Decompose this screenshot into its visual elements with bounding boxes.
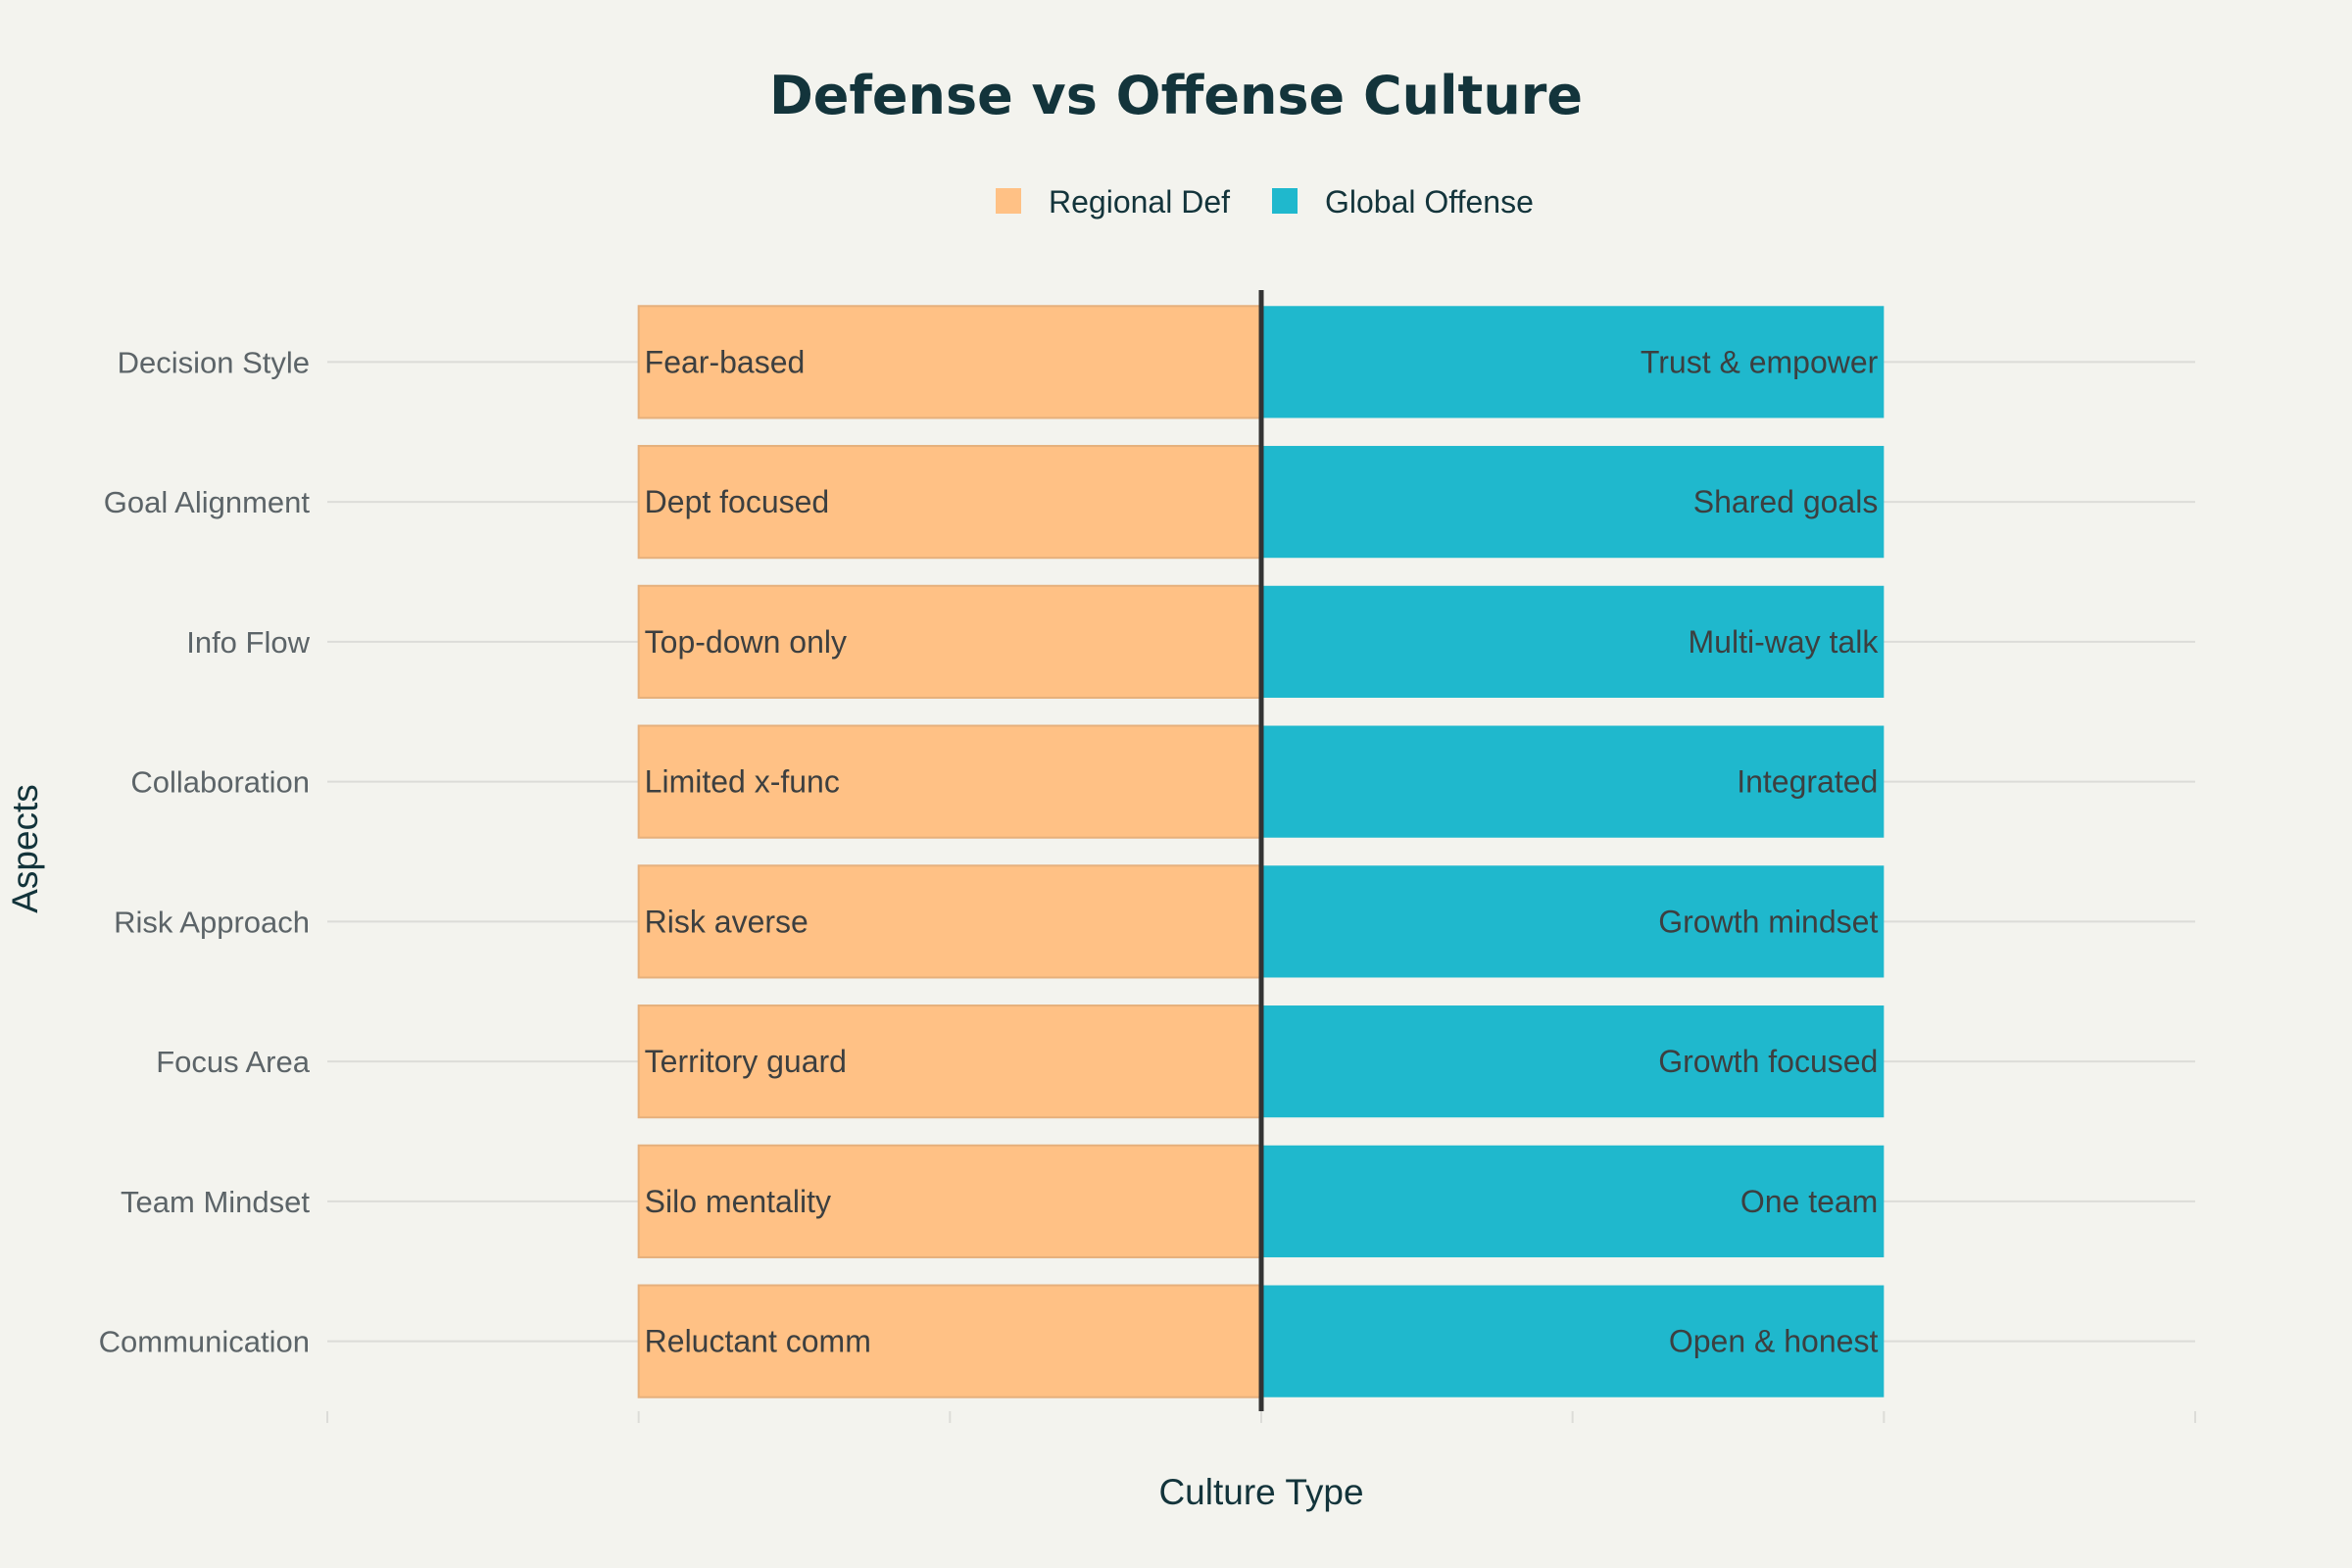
bar-regional-def-info-flow[interactable]: [637, 584, 1262, 699]
bar-label-regional-def-communication: Reluctant comm: [645, 1324, 871, 1359]
bar-global-offense-communication[interactable]: [1261, 1285, 1885, 1397]
bar-global-offense-focus-area[interactable]: [1261, 1005, 1885, 1118]
x-ticks: [326, 1411, 2196, 1423]
category-label-communication: Communication: [99, 1325, 310, 1359]
chart-title: Defense vs Offense Culture: [769, 65, 1583, 126]
bar-global-offense-risk-approach[interactable]: [1261, 865, 1885, 978]
bar-label-regional-def-goal-alignment: Dept focused: [645, 484, 830, 519]
legend-label-global-offense[interactable]: Global Offense: [1325, 184, 1534, 220]
category-label-focus-area: Focus Area: [156, 1045, 311, 1079]
bar-label-global-offense-collaboration: Integrated: [1737, 764, 1878, 800]
bar-label-global-offense-communication: Open & honest: [1669, 1324, 1879, 1359]
bar-regional-def-focus-area[interactable]: [637, 1004, 1262, 1119]
bar-regional-def-decision-style[interactable]: [637, 305, 1262, 419]
bar-labels: Fear-based Dept focused Top-down only Limit…: [645, 344, 1880, 1358]
bar-regional-def-risk-approach[interactable]: [637, 864, 1262, 979]
bar-label-global-offense-focus-area: Growth focused: [1658, 1044, 1878, 1079]
category-label-decision-style: Decision Style: [118, 345, 310, 379]
legend-swatch-global-offense[interactable]: [1272, 188, 1298, 214]
bar-label-global-offense-info-flow: Multi-way talk: [1689, 624, 1880, 660]
bar-label-regional-def-info-flow: Top-down only: [645, 624, 847, 660]
category-label-risk-approach: Risk Approach: [114, 905, 310, 939]
y-axis-title: Aspects: [5, 784, 45, 913]
x-axis-title: Culture Type: [1158, 1472, 1363, 1512]
bar-label-global-offense-goal-alignment: Shared goals: [1693, 484, 1879, 519]
bar-label-global-offense-decision-style: Trust & empower: [1641, 344, 1879, 379]
bar-global-offense-decision-style[interactable]: [1261, 306, 1885, 418]
bar-global-offense-info-flow[interactable]: [1261, 585, 1885, 698]
category-labels: Decision Style Goal Alignment Info Flow Col…: [99, 345, 311, 1358]
category-label-team-mindset: Team Mindset: [121, 1185, 310, 1219]
bar-label-global-offense-risk-approach: Growth mindset: [1658, 904, 1878, 939]
bar-label-regional-def-risk-approach: Risk averse: [645, 904, 808, 939]
bar-label-regional-def-team-mindset: Silo mentality: [645, 1184, 831, 1219]
category-label-goal-alignment: Goal Alignment: [104, 485, 311, 519]
category-label-info-flow: Info Flow: [186, 625, 310, 660]
bar-label-regional-def-collaboration: Limited x-func: [645, 764, 840, 800]
bar-label-regional-def-decision-style: Fear-based: [645, 344, 806, 379]
bar-label-global-offense-team-mindset: One team: [1740, 1184, 1879, 1219]
bar-global-offense-goal-alignment[interactable]: [1261, 446, 1885, 559]
bar-label-regional-def-focus-area: Territory guard: [645, 1044, 847, 1079]
bar-regional-def-collaboration[interactable]: [637, 724, 1262, 839]
legend-label-regional-def[interactable]: Regional Def: [1049, 184, 1230, 220]
bar-global-offense-team-mindset[interactable]: [1261, 1145, 1885, 1257]
bar-regional-def-team-mindset[interactable]: [637, 1144, 1262, 1258]
legend-swatch-regional-def[interactable]: [996, 188, 1021, 214]
legend: Regional Def Global Offense: [996, 184, 1534, 220]
category-label-collaboration: Collaboration: [130, 765, 310, 800]
bar-regional-def-communication[interactable]: [637, 1284, 1262, 1398]
bar-global-offense-collaboration[interactable]: [1261, 725, 1885, 838]
